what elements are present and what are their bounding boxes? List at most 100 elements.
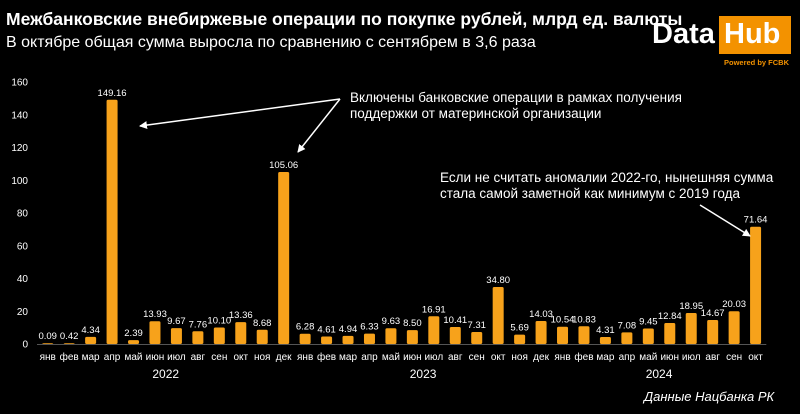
y-tick-label: 0 (22, 340, 28, 351)
x-tick-label: янв (40, 352, 56, 363)
datahub-logo: Data Hub Powered by FCBK (652, 16, 798, 70)
year-label: 2024 (646, 367, 673, 381)
x-tick-label: мар (339, 352, 357, 363)
bar-value-label: 8.68 (253, 318, 272, 329)
x-axis: янв фев мар апр май июн июл авг сен окт ноя дек янв ф… (37, 344, 767, 381)
x-tick-label: окт (748, 352, 763, 363)
logo-box (719, 16, 791, 54)
x-tick-label: авг (705, 352, 720, 363)
x-tick-label: дек (533, 352, 549, 363)
chart-title: Межбанковские внебиржевые операции по по… (6, 9, 683, 29)
annotation-arrow-oct-2024 (699, 204, 751, 237)
bar (63, 343, 75, 344)
x-tick-label: ноя (511, 352, 528, 363)
y-tick-label: 160 (11, 78, 28, 89)
bar-value-label: 105.06 (269, 160, 298, 171)
bar-value-label: 13.36 (229, 310, 253, 321)
y-tick-label: 20 (17, 307, 29, 318)
year-label: 2022 (152, 367, 179, 381)
bar-value-label: 10.54 (551, 315, 575, 326)
data-source: Данные Нацбанка РК (644, 389, 775, 404)
bar (342, 335, 354, 344)
bar-value-label: 7.31 (467, 320, 486, 331)
x-tick-label: мар (596, 352, 614, 363)
x-tick-label: окт (491, 352, 506, 363)
bar (557, 326, 569, 344)
bar (149, 321, 161, 344)
bar (621, 332, 633, 344)
x-tick-label: авг (448, 352, 463, 363)
bar-value-label: 149.16 (98, 88, 127, 99)
bar-value-label: 4.31 (596, 325, 615, 336)
bar (471, 332, 483, 344)
bar-value-label: 6.28 (296, 322, 315, 333)
bar (256, 329, 268, 344)
bar-value-label: 18.95 (679, 301, 703, 312)
bar-value-label: 14.03 (529, 309, 553, 320)
bar (449, 326, 461, 344)
bar (321, 336, 333, 344)
y-axis: 0 20 40 60 80 100 120 140 160 (11, 78, 28, 351)
bar (535, 321, 547, 344)
annotation-1-line-1: Включены банковские операции в рамках по… (350, 90, 682, 105)
y-tick-label: 40 (17, 274, 29, 285)
x-tick-label: сен (211, 352, 227, 363)
bar-value-label: 7.08 (618, 320, 637, 331)
bar-value-label: 4.94 (339, 324, 358, 335)
x-tick-label: апр (104, 352, 121, 363)
annotation-arrow-apr-2022 (139, 98, 341, 130)
bar (385, 328, 397, 344)
bar-value-label: 2.39 (124, 328, 143, 339)
bar (685, 312, 697, 344)
bar-value-label: 12.84 (658, 311, 682, 322)
logo-text-hub: Hub (724, 18, 781, 50)
x-tick-label: июл (167, 352, 186, 363)
logo-text-data: Data (652, 18, 715, 50)
x-tick-label: окт (233, 352, 248, 363)
bar (299, 333, 311, 344)
annotation-1-line-2: поддержки от материнской организации (350, 106, 601, 121)
bar-value-label: 0.09 (38, 331, 57, 342)
bar (642, 328, 654, 344)
year-label: 2023 (410, 367, 437, 381)
bar-value-label: 8.50 (403, 318, 422, 329)
x-tick-label: июн (146, 352, 165, 363)
x-tick-label: ноя (254, 352, 271, 363)
bar (235, 322, 247, 344)
bar-value-label: 34.80 (486, 275, 510, 286)
bar-value-label: 16.91 (422, 304, 446, 315)
x-tick-label: май (382, 352, 400, 363)
bar-value-label: 10.10 (207, 315, 231, 326)
bar-value-label: 10.41 (443, 315, 467, 326)
bar (578, 326, 590, 344)
bar (492, 287, 504, 344)
bar-value-label: 20.03 (722, 299, 746, 310)
bar-value-label: 6.33 (360, 322, 379, 333)
bar (428, 316, 440, 344)
y-tick-label: 80 (17, 209, 29, 220)
logo-powered-by: Powered by FCBK (724, 58, 790, 67)
chart-subtitle: В октябре общая сумма выросла по сравнен… (6, 34, 536, 51)
y-tick-label: 100 (11, 176, 28, 187)
bar-value-label: 0.42 (60, 331, 79, 342)
x-tick-label: сен (726, 352, 742, 363)
bar-value-label: 14.67 (701, 308, 725, 319)
bar-value-label: 5.69 (510, 323, 529, 334)
x-tick-label: июл (682, 352, 701, 363)
x-tick-label: авг (191, 352, 206, 363)
x-tick-label: фев (60, 351, 79, 363)
x-tick-label: июл (424, 352, 443, 363)
annotation-2-line-1: Если не считать аномалии 2022-го, нынешн… (440, 170, 774, 185)
bar-value-label: 4.34 (81, 325, 100, 336)
bar (213, 327, 225, 344)
bar (128, 340, 140, 344)
x-tick-label: апр (619, 352, 636, 363)
bar (406, 330, 418, 344)
bar (106, 99, 118, 344)
bar (707, 319, 719, 344)
x-tick-label: май (125, 352, 143, 363)
bar (42, 343, 54, 344)
bar (728, 311, 740, 344)
bar (750, 226, 762, 344)
